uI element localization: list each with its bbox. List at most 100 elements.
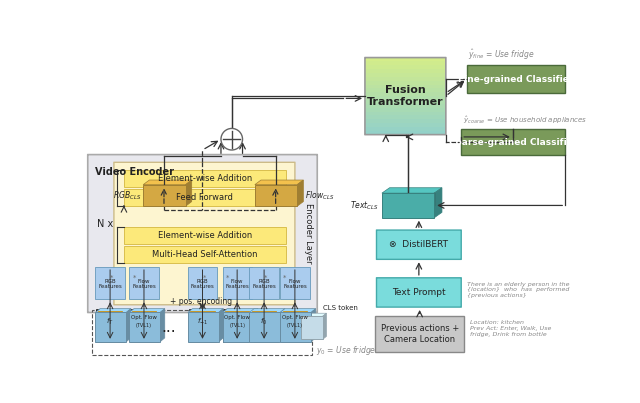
Text: $f_0$: $f_0$: [260, 317, 268, 327]
Bar: [375, 316, 464, 352]
Polygon shape: [435, 188, 442, 218]
Bar: [95, 267, 125, 299]
FancyBboxPatch shape: [376, 278, 461, 307]
Bar: [365, 127, 446, 131]
Text: RGB
Features: RGB Features: [98, 278, 122, 289]
Text: $Flow_{CLS}$: $Flow_{CLS}$: [305, 189, 334, 202]
Bar: [382, 193, 435, 218]
Polygon shape: [255, 180, 303, 185]
Text: Previous actions +
Camera Location: Previous actions + Camera Location: [381, 324, 459, 344]
Text: Flow
Features: Flow Features: [283, 278, 307, 289]
Bar: [124, 246, 285, 263]
Bar: [467, 65, 565, 93]
Bar: [223, 267, 252, 299]
Bar: [225, 311, 250, 336]
Text: *: *: [110, 275, 113, 281]
Bar: [250, 267, 279, 299]
Polygon shape: [311, 309, 316, 342]
Bar: [365, 115, 446, 120]
Bar: [461, 129, 565, 156]
Polygon shape: [382, 188, 442, 193]
Bar: [365, 77, 446, 81]
Text: $\hat{y}_{fine}$ = Use fridge: $\hat{y}_{fine}$ = Use fridge: [468, 48, 535, 62]
Polygon shape: [126, 309, 131, 342]
Bar: [188, 312, 219, 342]
Text: *: *: [225, 275, 229, 281]
Polygon shape: [129, 309, 164, 312]
Bar: [250, 312, 280, 342]
Polygon shape: [250, 309, 285, 312]
Text: *: *: [284, 275, 287, 281]
Text: Element-wise Addition: Element-wise Addition: [157, 174, 252, 183]
FancyBboxPatch shape: [88, 155, 317, 312]
Bar: [252, 311, 276, 336]
Text: Coarse-grained Classifier: Coarse-grained Classifier: [449, 138, 577, 147]
Circle shape: [221, 129, 243, 150]
Polygon shape: [253, 309, 258, 342]
Bar: [124, 170, 285, 187]
Bar: [301, 316, 323, 339]
Polygon shape: [223, 309, 258, 312]
Bar: [365, 104, 446, 108]
Text: *: *: [202, 275, 206, 281]
Text: Encoder Layer: Encoder Layer: [304, 203, 313, 264]
Polygon shape: [323, 313, 326, 339]
Text: $y_0$ = Use fridge: $y_0$ = Use fridge: [316, 345, 377, 357]
Text: N x: N x: [97, 219, 113, 229]
Bar: [365, 131, 446, 135]
Text: Video Encoder: Video Encoder: [95, 167, 175, 177]
Bar: [190, 311, 215, 336]
Bar: [188, 267, 217, 299]
Bar: [365, 100, 446, 104]
Bar: [365, 85, 446, 89]
Bar: [143, 185, 186, 206]
Text: Opt. Flow: Opt. Flow: [282, 316, 308, 320]
Bar: [365, 92, 446, 97]
Text: $f_{-1}$: $f_{-1}$: [197, 317, 208, 327]
Text: ⊗  DistilBERT: ⊗ DistilBERT: [389, 240, 449, 249]
Text: $\hat{y}_{coarse}$ = Use household appliances: $\hat{y}_{coarse}$ = Use household appli…: [463, 114, 587, 126]
Bar: [96, 310, 124, 342]
Text: Feed Forward: Feed Forward: [177, 193, 233, 202]
Bar: [129, 267, 159, 299]
Bar: [365, 88, 446, 93]
Bar: [365, 81, 446, 85]
Text: ...: ...: [161, 320, 176, 334]
Text: *: *: [264, 275, 268, 281]
Text: Flow
Features: Flow Features: [132, 278, 156, 289]
Text: + pos. encoding: + pos. encoding: [170, 297, 232, 306]
Polygon shape: [280, 309, 316, 312]
FancyBboxPatch shape: [114, 162, 295, 305]
Bar: [223, 312, 253, 342]
Text: RGB
Features: RGB Features: [191, 278, 214, 289]
Text: Element-wise Addition: Element-wise Addition: [157, 231, 252, 240]
Polygon shape: [188, 309, 223, 312]
Bar: [132, 311, 156, 336]
Bar: [95, 312, 126, 342]
Bar: [129, 312, 160, 342]
Bar: [124, 227, 285, 244]
FancyBboxPatch shape: [376, 230, 461, 260]
Bar: [98, 311, 122, 336]
Text: Opt. Flow: Opt. Flow: [224, 316, 250, 320]
Bar: [365, 108, 446, 112]
Text: CLS token: CLS token: [323, 305, 358, 311]
Bar: [365, 73, 446, 78]
Bar: [189, 310, 216, 342]
Bar: [365, 112, 446, 116]
Bar: [365, 96, 446, 101]
Bar: [255, 185, 297, 206]
Bar: [124, 189, 285, 206]
Text: $RGB_{CLS}$: $RGB_{CLS}$: [113, 189, 141, 202]
Bar: [223, 310, 251, 342]
Text: Location: kitchen
Prev Act: Enter, Walk, Use
fridge, Drink from bottle: Location: kitchen Prev Act: Enter, Walk,…: [470, 320, 552, 337]
Text: *: *: [132, 275, 136, 281]
Polygon shape: [219, 309, 223, 342]
Text: Fusion
Transformer: Fusion Transformer: [367, 85, 444, 107]
Polygon shape: [301, 313, 326, 316]
Text: There is an elderly person in the
{location}  who  has  performed
{previous acti: There is an elderly person in the {locat…: [467, 282, 570, 298]
Text: (TVL1): (TVL1): [287, 323, 303, 328]
Text: (TVL1): (TVL1): [229, 323, 245, 328]
Text: Opt. Flow: Opt. Flow: [131, 316, 157, 320]
Text: Flow
Features: Flow Features: [225, 278, 249, 289]
